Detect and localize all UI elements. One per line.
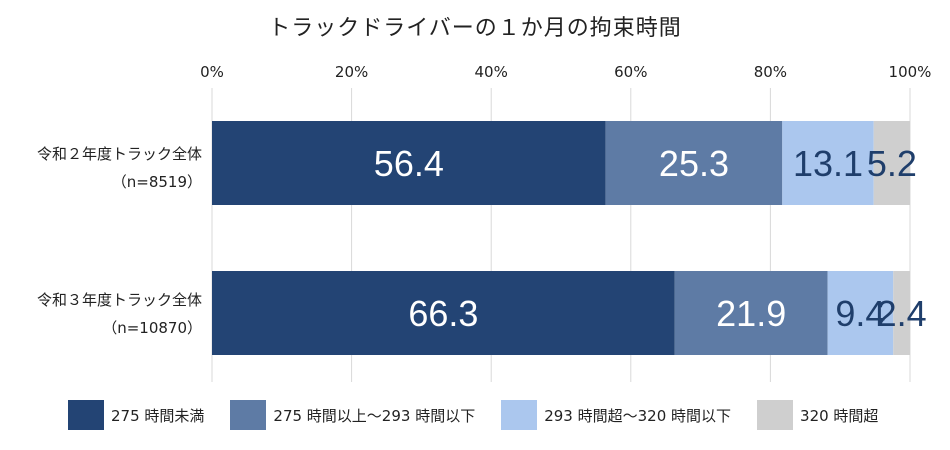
legend-label-0: 275 時間未満 bbox=[111, 406, 205, 425]
bar-0-1 bbox=[605, 121, 783, 205]
bar-1-2 bbox=[827, 271, 894, 355]
x-tick-label-5: 100% bbox=[889, 63, 932, 81]
legend-swatch-3 bbox=[757, 400, 794, 430]
bar-1-1 bbox=[674, 271, 828, 355]
legend: 275 時間未満 275 時間以上～293 時間以下 293 時間超～320 時… bbox=[68, 400, 904, 430]
legend-label-1: 275 時間以上～293 時間以下 bbox=[273, 406, 476, 425]
legend-label-2: 293 時間超～320 時間以下 bbox=[544, 406, 732, 425]
x-tick-label-3: 60% bbox=[614, 63, 647, 81]
legend-item-3: 320 時間超 bbox=[757, 400, 878, 430]
chart-title: トラックドライバーの１か月の拘束時間 bbox=[268, 16, 682, 41]
data-label-0-3: 5.2 bbox=[867, 143, 917, 184]
bar-1-3 bbox=[893, 271, 910, 355]
legend-item-0: 275 時間未満 bbox=[68, 400, 204, 430]
bar-0-2 bbox=[782, 121, 874, 205]
legend-item-1: 275 時間以上～293 時間以下 bbox=[230, 400, 475, 430]
legend-item-2: 293 時間超～320 時間以下 bbox=[501, 400, 731, 430]
legend-swatch-1 bbox=[230, 400, 267, 430]
data-label-0-0: 56.4 bbox=[374, 143, 444, 184]
data-label-0-2: 13.1 bbox=[793, 143, 863, 184]
category-label-0-line1: 令和２年度トラック全体 bbox=[36, 145, 202, 163]
category-label-0-line2: （n=8519） bbox=[111, 173, 202, 191]
bar-0-0 bbox=[212, 121, 606, 205]
bar-1-0 bbox=[212, 271, 675, 355]
category-label-1-line1: 令和３年度トラック全体 bbox=[36, 291, 202, 309]
data-label-1-3: 2.4 bbox=[877, 293, 927, 334]
data-label-1-0: 66.3 bbox=[408, 293, 478, 334]
category-label-0: 令和２年度トラック全体 （n=8519） bbox=[37, 140, 202, 196]
legend-label-3: 320 時間超 bbox=[800, 406, 879, 425]
category-label-1: 令和３年度トラック全体 （n=10870） bbox=[37, 286, 202, 342]
data-label-1-1: 21.9 bbox=[716, 293, 786, 334]
x-tick-label-2: 40% bbox=[475, 63, 508, 81]
legend-swatch-2 bbox=[501, 400, 538, 430]
data-label-1-2: 9.4 bbox=[835, 293, 885, 334]
x-tick-label-4: 80% bbox=[754, 63, 787, 81]
data-label-0-1: 25.3 bbox=[659, 143, 729, 184]
legend-swatch-0 bbox=[68, 400, 104, 430]
x-tick-label-1: 20% bbox=[335, 63, 368, 81]
x-tick-label-0: 0% bbox=[200, 63, 224, 81]
bar-0-3 bbox=[873, 121, 910, 205]
category-label-1-line2: （n=10870） bbox=[102, 319, 202, 337]
